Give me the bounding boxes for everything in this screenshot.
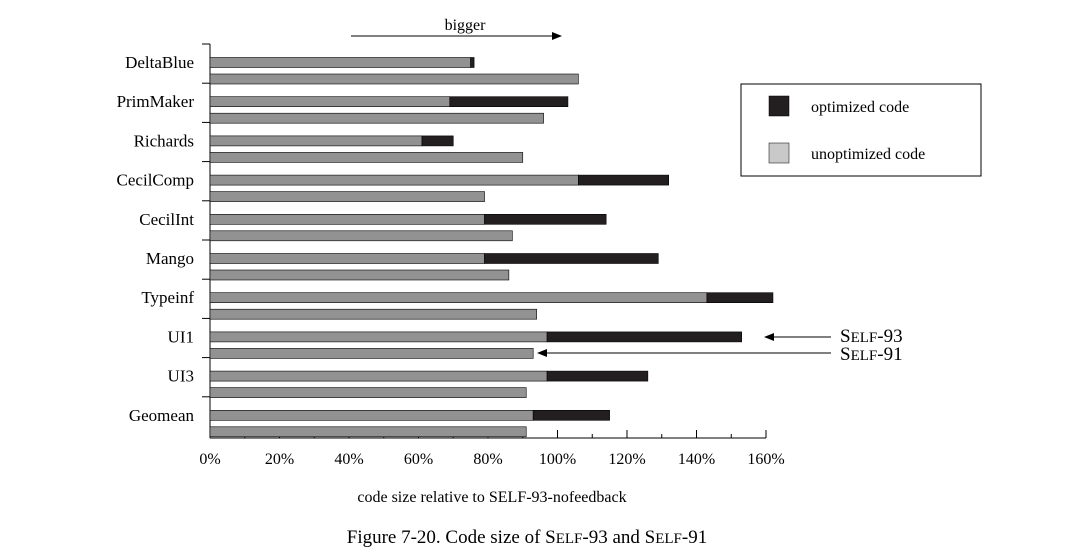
bar-self93-optimized: [421, 135, 454, 147]
bigger-label: bigger: [445, 17, 487, 34]
bar-self91-unoptimized: [209, 230, 513, 242]
bar-self93-unoptimized: [209, 96, 451, 107]
x-tick-label: 0%: [199, 451, 220, 468]
self91-label: SELF-91: [840, 344, 903, 365]
bar-self93-unoptimized: [209, 174, 579, 186]
category-label: Geomean: [129, 406, 195, 425]
legend: optimized code unoptimized code: [740, 83, 982, 177]
bar-self93-unoptimized: [209, 253, 485, 264]
bar-self91-unoptimized: [209, 387, 527, 398]
bar-self93-optimized: [470, 57, 475, 68]
bar-self93-optimized: [578, 174, 669, 186]
bar-self93-optimized: [449, 96, 569, 107]
legend-box: [740, 83, 982, 177]
x-tick-label: 60%: [404, 451, 433, 468]
category-label: Richards: [134, 131, 194, 150]
bar-self93-optimized: [546, 331, 742, 343]
category-label: DeltaBlue: [125, 53, 194, 72]
category-label: UI1: [168, 327, 194, 346]
x-tick-label: 20%: [265, 451, 294, 468]
bar-self93-unoptimized: [209, 409, 534, 421]
legend-swatch-unoptimized: [768, 142, 790, 164]
bar-self93-unoptimized: [209, 57, 471, 68]
bars: [209, 57, 774, 438]
bar-self93-unoptimized: [209, 214, 485, 225]
bar-self91-unoptimized: [209, 308, 537, 320]
bar-self93-unoptimized: [209, 331, 548, 343]
legend-label-optimized: optimized code: [811, 99, 909, 116]
category-label: Mango: [146, 249, 194, 268]
bar-self93-unoptimized: [209, 370, 548, 382]
bar-self91-unoptimized: [209, 269, 510, 281]
category-label: UI3: [168, 367, 194, 386]
figure-caption: Figure 7-20. Code size of SELF-93 and SE…: [347, 527, 707, 548]
bar-self91-unoptimized: [209, 152, 524, 163]
legend-swatch-optimized: [768, 95, 790, 117]
bar-self93-optimized: [706, 292, 774, 304]
bar-self91-unoptimized: [209, 73, 579, 85]
bar-self91-unoptimized: [209, 426, 527, 438]
category-label: CecilInt: [139, 210, 194, 229]
x-axis-label: code size relative to SELF-93-nofeedback: [357, 489, 626, 506]
x-tick-label: 160%: [747, 451, 784, 468]
bar-self91-unoptimized: [209, 348, 534, 359]
x-tick-labels: 0% 20% 40% 60% 80% 100% 120% 140% 160%: [199, 451, 784, 468]
x-tick-label: 80%: [473, 451, 502, 468]
legend-label-unoptimized: unoptimized code: [811, 146, 925, 163]
bar-self91-unoptimized: [209, 191, 485, 202]
category-label: CecilComp: [117, 171, 194, 190]
x-tick-label: 40%: [334, 451, 363, 468]
category-label: PrimMaker: [117, 92, 195, 111]
category-label: Typeinf: [141, 288, 194, 307]
x-tick-label: 120%: [608, 451, 645, 468]
bar-self91-unoptimized: [209, 112, 544, 124]
category-labels: DeltaBlue PrimMaker Richards CecilComp Cecil…: [117, 53, 195, 425]
x-tick-label: 100%: [539, 451, 576, 468]
bar-self93-unoptimized: [209, 135, 423, 147]
self93-label: SELF-93: [840, 326, 903, 347]
bar-self93-optimized: [532, 409, 610, 421]
bar-self93-unoptimized: [209, 292, 708, 304]
x-tick-label: 140%: [678, 451, 715, 468]
bar-self93-optimized: [546, 370, 649, 382]
bar-self93-optimized: [484, 214, 607, 225]
bar-self93-optimized: [484, 253, 659, 264]
